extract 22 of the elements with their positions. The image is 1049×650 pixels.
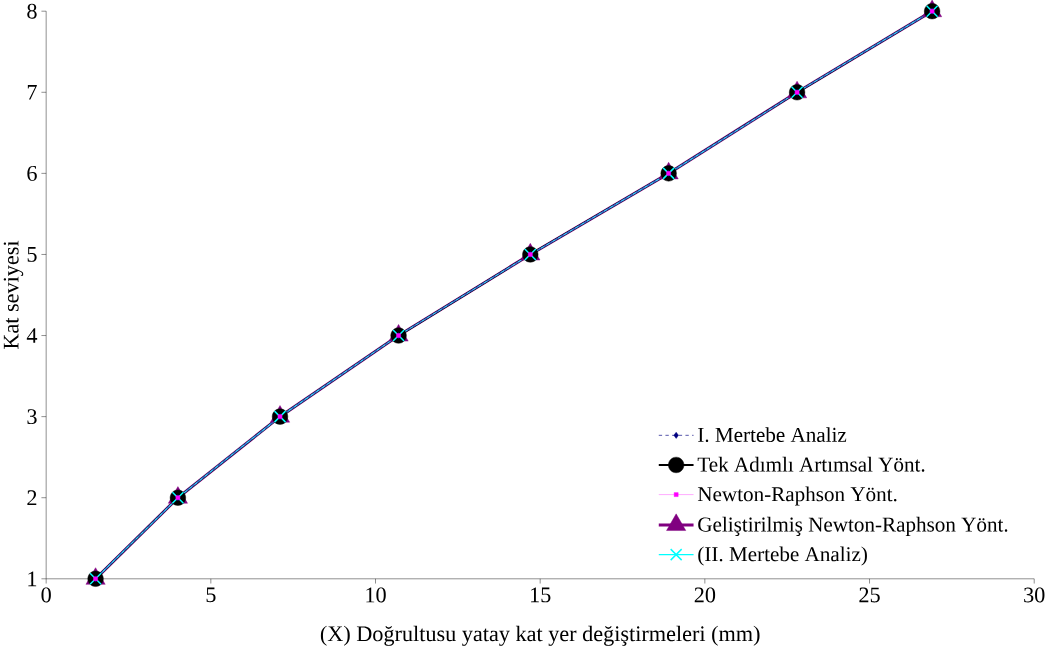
- y-tick-label: 4: [26, 328, 38, 344]
- x-tick-label: 20: [694, 587, 716, 603]
- legend-label: Newton-Raphson Yönt.: [697, 486, 897, 506]
- x-tick-label: 15: [531, 587, 551, 603]
- legend-label: Tek Adımlı Artımsal Yönt.: [697, 457, 925, 472]
- y-axis-title: Kat seviyesi: [3, 241, 24, 350]
- y-tick-label: 3: [27, 409, 37, 425]
- x-tick-label: 5: [206, 587, 216, 603]
- legend-label: I. Mertebe Analiz: [698, 427, 847, 443]
- y-tick-label: 2: [27, 490, 37, 506]
- y-tick-label: 6: [27, 166, 37, 182]
- x-axis-title: (X) Doğrultusu yatay kat yer değiştirmeleri (mm): [320, 625, 760, 647]
- y-tick-label: 7: [27, 85, 37, 100]
- x-tick-label: 25: [859, 587, 880, 603]
- x-tick-label: 0: [41, 587, 51, 603]
- x-tick-label: 30: [1024, 587, 1045, 603]
- x-tick-label: 10: [366, 587, 386, 603]
- y-tick-label: 1: [28, 571, 37, 587]
- legend-label: Geliştirilmiş Newton-Raphson Yönt.: [698, 517, 1008, 537]
- legend-label: (II. Mertebe Analiz): [698, 546, 867, 566]
- y-tick-label: 5: [27, 247, 37, 263]
- y-tick-label: 8: [27, 3, 37, 19]
